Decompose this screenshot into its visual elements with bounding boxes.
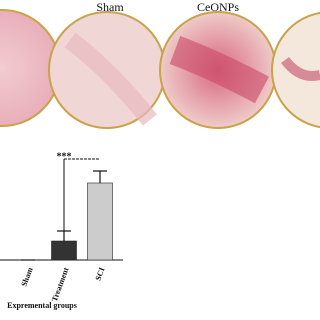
panel-label: Sham	[96, 0, 124, 14]
histology-images: Sham CeONPs	[0, 0, 320, 129]
x-tick-label: Treatment	[50, 266, 71, 303]
tissue-texture	[64, 32, 158, 126]
tissue-texture	[281, 56, 320, 81]
tissue-texture	[169, 35, 270, 104]
x-axis-label: Expremental groups	[7, 301, 77, 310]
bar	[87, 182, 113, 261]
significance-label: ***	[57, 151, 72, 162]
bar	[51, 240, 77, 261]
panel-label: CeONPs	[197, 0, 239, 14]
x-tick-label: Sham	[19, 266, 34, 288]
bar-chart: Sham Treatment SCI ***	[0, 151, 123, 303]
x-tick-label: SCI	[94, 266, 107, 282]
